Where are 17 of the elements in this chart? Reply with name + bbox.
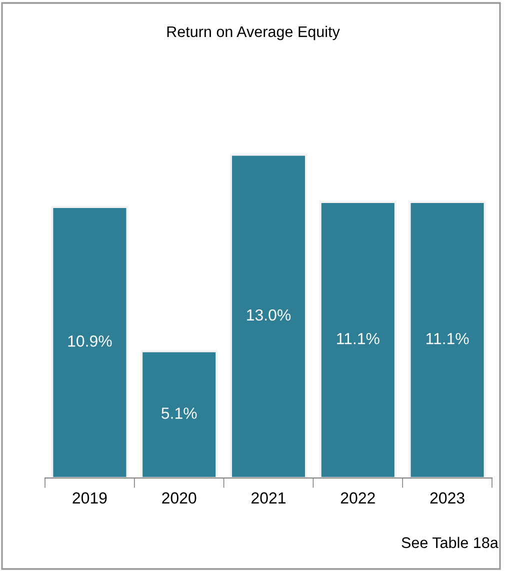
bar xyxy=(230,154,308,478)
x-tick-label: 2020 xyxy=(162,492,196,504)
data-label: 10.9% xyxy=(68,335,112,347)
bar xyxy=(140,350,218,478)
x-tick-label: 2021 xyxy=(252,492,286,504)
x-tick-label: 2022 xyxy=(340,492,375,504)
bar xyxy=(408,200,486,478)
bar xyxy=(51,206,128,478)
chart-title: Return on Average Equity xyxy=(167,26,340,40)
bar xyxy=(319,200,396,478)
data-label: 5.1% xyxy=(162,408,197,419)
x-tick-label: 2019 xyxy=(72,492,107,504)
data-label: 11.1% xyxy=(426,333,469,344)
data-label: 13.0% xyxy=(247,309,291,321)
text: See Table 18a xyxy=(402,536,498,548)
x-tick-label: 2023 xyxy=(430,492,464,504)
data-label: 11.1% xyxy=(337,333,380,344)
